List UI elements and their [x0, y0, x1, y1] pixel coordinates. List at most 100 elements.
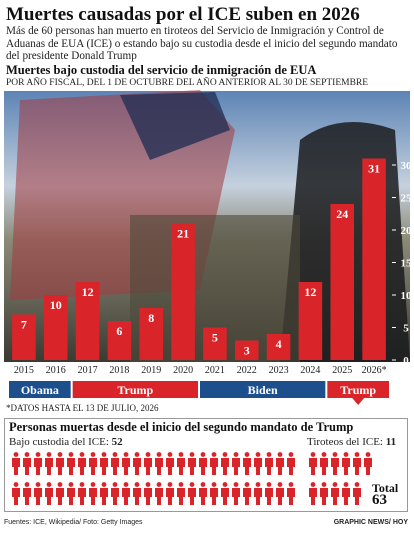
label: Tiroteos del ICE: [307, 436, 383, 448]
bar [266, 334, 291, 360]
icon-body [243, 458, 251, 475]
administration-band [327, 381, 389, 398]
person-icon [232, 482, 240, 505]
bar [298, 282, 323, 360]
icon-body [177, 458, 185, 475]
icon-body [276, 458, 284, 475]
person-icon [67, 482, 75, 505]
icon-body [188, 458, 196, 475]
icon-head [167, 452, 173, 457]
person-icon [155, 452, 163, 475]
icon-head [332, 482, 338, 487]
icon-body [111, 488, 119, 505]
icon-body [78, 488, 86, 505]
value-label: 7 [21, 318, 27, 332]
person-icon [331, 452, 339, 475]
icon-head [310, 482, 316, 487]
icon-body [210, 488, 218, 505]
summary-title: Personas muertas desde el inicio del seg… [9, 420, 354, 434]
icon-head [200, 452, 206, 457]
icon-head [266, 482, 272, 487]
icon-head [79, 452, 85, 457]
icon-body [221, 488, 229, 505]
person-icon [12, 452, 20, 475]
person-icon [34, 482, 42, 505]
y-tick-label: 5 [403, 323, 409, 335]
icon-head [288, 452, 294, 457]
icon-body [353, 458, 361, 475]
icon-body [23, 458, 31, 475]
group-label: Tiroteos del ICE: 11 [307, 436, 396, 448]
icon-head [321, 452, 327, 457]
icon-head [365, 452, 371, 457]
icon-head [57, 452, 63, 457]
icon-body [166, 488, 174, 505]
sources: Fuentes: ICE, Wikipedia/ Foto: Getty Ima… [4, 519, 143, 526]
icon-body [67, 488, 75, 505]
person-icon [100, 452, 108, 475]
icon-body [23, 488, 31, 505]
administration-band [72, 381, 198, 398]
icon-body [221, 458, 229, 475]
value-label: 4 [276, 337, 282, 351]
person-icon [177, 482, 185, 505]
icon-head [101, 452, 107, 457]
icon-head [244, 452, 250, 457]
value-label: 31 [368, 162, 380, 176]
y-tick-label: 20 [401, 225, 413, 237]
icon-body [353, 488, 361, 505]
person-icon [254, 452, 262, 475]
icon-body [12, 488, 20, 505]
icon-head [244, 482, 250, 487]
icon-head [123, 452, 129, 457]
total: 63 [372, 492, 387, 508]
person-icon [45, 482, 53, 505]
value-label: 3 [244, 344, 250, 358]
person-icon [89, 452, 97, 475]
person-icon [221, 482, 229, 505]
value-label: 10 [50, 298, 62, 312]
person-icon [199, 482, 207, 505]
bar [139, 308, 164, 360]
icon-body [56, 488, 64, 505]
icon-body [188, 488, 196, 505]
x-tick-label: 2020 [173, 365, 193, 376]
icon-body [56, 458, 64, 475]
icon-body [287, 458, 295, 475]
icon-body [144, 458, 152, 475]
icon-head [277, 452, 283, 457]
icon-head [211, 452, 217, 457]
icon-body [89, 458, 97, 475]
icon-head [321, 482, 327, 487]
y-tick-label: 15 [401, 258, 413, 270]
person-icon [254, 482, 262, 505]
administration-band [9, 381, 71, 398]
person-icon [342, 482, 350, 505]
icon-head [288, 482, 294, 487]
person-icon [45, 452, 53, 475]
group-label: Bajo custodia del ICE: 52 [9, 436, 123, 448]
bar [234, 340, 259, 360]
y-tick-label: 0 [403, 355, 409, 367]
icon-body [320, 488, 328, 505]
icon-body [320, 458, 328, 475]
icon-head [24, 452, 30, 457]
icon-head [211, 482, 217, 487]
icon-body [122, 458, 130, 475]
icon-head [35, 482, 41, 487]
icon-head [222, 482, 228, 487]
administration-label: Obama [21, 383, 59, 397]
y-tick-label: 30 [401, 160, 413, 172]
person-icon [210, 452, 218, 475]
bar [330, 204, 355, 360]
icon-body [309, 458, 317, 475]
icon-head [13, 482, 19, 487]
icon-head [13, 452, 19, 457]
subtitle: Más de 60 personas han muerto en tiroteo… [6, 25, 398, 62]
chart-subtitle: POR AÑO FISCAL, DEL 1 DE OCTUBRE DEL AÑO… [6, 78, 369, 88]
person-icon [56, 452, 64, 475]
person-icon [89, 482, 97, 505]
person-icon [177, 452, 185, 475]
x-tick-label: 2015 [14, 365, 34, 376]
